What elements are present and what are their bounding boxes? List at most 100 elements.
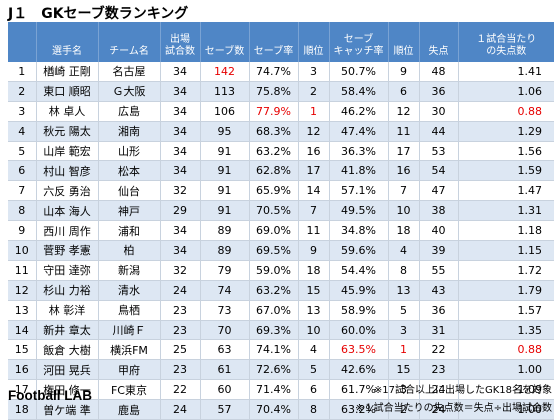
cell-save-rate: 62.8% [248,160,298,182]
cell-catch-rate: 50.7% [328,62,388,82]
cell-player: 東口 順昭 [35,81,98,102]
header-apps: 出場 試合数 [159,22,200,62]
cell-rank-a: 1 [297,101,329,122]
cell-rank-b: 3 [387,379,419,401]
cell-save-rate: 59.0% [248,260,298,281]
cell-save-rate: 69.5% [248,240,298,261]
cell-apps: 24 [159,399,200,420]
header-gpg: １試合当たり の失点数 [457,22,554,62]
cell-saves: 74 [199,280,249,301]
cell-saves: 89 [199,240,249,261]
cell-rank-b: 1 [387,339,419,361]
cell-gpg: 1.31 [457,200,554,222]
cell-conceded: 23 [418,359,458,381]
cell-save-rate: 67.0% [248,300,298,321]
cell-rank-b: 18 [387,220,419,242]
cell-team: 川崎Ｆ [97,320,160,341]
cell-saves: 57 [199,399,249,420]
cell-rank: 4 [8,121,36,142]
cell-rank: 8 [8,200,36,222]
cell-team: FC東京 [97,379,160,401]
header-apps-line2: 試合数 [165,46,195,57]
footnote-1: ※17試合以上に出場したGK18名を対象 [373,385,552,396]
cell-conceded: 24 [418,379,458,401]
cell-rank: 6 [8,160,36,182]
cell-gpg: 1.06 [457,81,554,102]
cell-apps: 23 [159,320,200,341]
cell-conceded: 47 [418,180,458,202]
cell-conceded: 36 [418,300,458,321]
cell-rank-a: 18 [297,260,329,281]
cell-player: 守田 達弥 [35,260,98,281]
cell-save-rate: 71.4% [248,379,298,401]
cell-rank-a: 5 [297,359,329,381]
table-row: 15 飯倉 大樹 横浜FM 25 63 74.1% 4 63.5% 1 22 0.88 [8,339,554,361]
cell-rank-a: 17 [297,160,329,182]
cell-gpg: 1.00 [457,399,554,420]
cell-player: 曽ケ端 準 [35,399,98,420]
cell-save-rate: 65.9% [248,180,298,202]
cell-team: 仙台 [97,180,160,202]
cell-saves: 70 [199,320,249,341]
cell-player: 西川 周作 [35,220,98,242]
cell-rank-a: 2 [297,81,329,102]
cell-team: 新潟 [97,260,160,281]
cell-catch-rate: 45.9% [328,280,388,301]
cell-saves: 60 [199,379,249,401]
cell-rank-b: 4 [387,240,419,261]
cell-conceded: 30 [418,101,458,122]
header-team: チーム名 [97,22,160,62]
cell-apps: 34 [159,62,200,82]
table-row: 6 村山 智彦 松本 34 91 62.8% 17 41.8% 16 54 1.59 [8,160,554,182]
cell-saves: 91 [199,200,249,222]
cell-gpg: 1.35 [457,320,554,341]
cell-player: 飯倉 大樹 [35,339,98,361]
cell-gpg: 1.59 [457,160,554,182]
cell-saves: 89 [199,220,249,242]
table-row: 9 西川 周作 浦和 34 89 69.0% 11 34.8% 18 40 1.18 [8,220,554,242]
cell-apps: 34 [159,160,200,182]
cell-saves: 63 [199,339,249,361]
cell-gpg: 0.88 [457,101,554,122]
cell-catch-rate: 60.0% [328,320,388,341]
header-apps-line1: 出場 [170,34,190,45]
page-title: J１ GKセーブ数ランキング [8,3,188,23]
cell-rank: 13 [8,300,36,321]
table-row: 8 山本 海人 神戸 29 91 70.5% 7 49.5% 10 38 1.31 [8,200,554,222]
cell-rank-b: 12 [387,101,419,122]
cell-conceded: 31 [418,320,458,341]
cell-rank-b: 10 [387,200,419,222]
header-player: 選手名 [35,22,98,62]
cell-rank-b: 6 [387,81,419,102]
table-row: 4 秋元 陽太 湘南 34 95 68.3% 12 47.4% 11 44 1.29 [8,121,554,142]
cell-apps: 25 [159,339,200,361]
football-lab-logo: Football LAB [8,388,92,403]
cell-apps: 32 [159,180,200,202]
cell-conceded: 53 [418,141,458,162]
cell-saves: 95 [199,121,249,142]
cell-gpg: 1.47 [457,180,554,202]
cell-apps: 24 [159,280,200,301]
cell-gpg: 1.15 [457,240,554,261]
table-row: 2 東口 順昭 Ｇ大阪 34 113 75.8% 2 58.4% 6 36 1.06 [8,81,554,102]
cell-rank: 18 [8,399,36,420]
cell-apps: 23 [159,359,200,381]
cell-rank: 16 [8,359,36,381]
cell-player: 河田 晃兵 [35,359,98,381]
cell-rank-b: 15 [387,359,419,381]
table-row: 14 新井 章太 川崎Ｆ 23 70 69.3% 10 60.0% 3 31 1.35 [8,320,554,341]
cell-catch-rate: 63.2% [328,399,388,420]
cell-team: 広島 [97,101,160,122]
cell-conceded: 40 [418,220,458,242]
cell-rank-a: 10 [297,320,329,341]
header-catch-line1: セーブ [343,34,374,45]
cell-conceded: 24 [418,399,458,420]
cell-saves: 79 [199,260,249,281]
table-row: 13 林 彰洋 鳥栖 23 73 67.0% 13 58.9% 5 36 1.57 [8,300,554,321]
header-saves: セーブ数 [199,22,249,62]
cell-catch-rate: 58.9% [328,300,388,321]
cell-save-rate: 69.3% [248,320,298,341]
table-row: 1 楢崎 正剛 名古屋 34 142 74.7% 3 50.7% 9 48 1.41 [8,62,554,82]
cell-rank: 15 [8,339,36,361]
